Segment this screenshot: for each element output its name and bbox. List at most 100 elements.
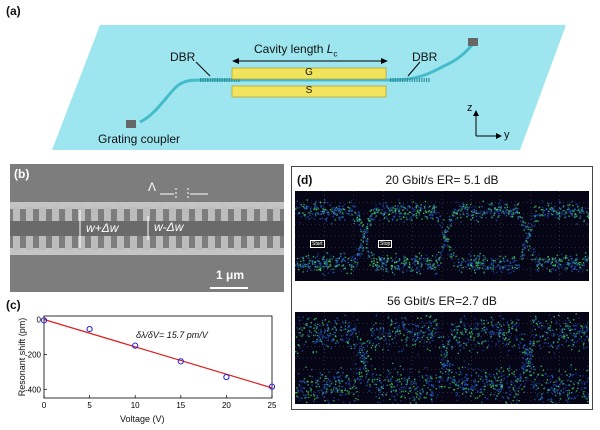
eye-sample — [367, 355, 370, 357]
eye-sample — [556, 385, 558, 387]
eye-sample — [371, 213, 374, 215]
eye-sample — [565, 320, 567, 322]
eye-sample — [326, 211, 328, 213]
eye-sample — [448, 218, 451, 221]
eye-sample — [558, 370, 560, 372]
eye-sample — [383, 335, 385, 337]
eye-sample — [317, 396, 319, 399]
eye-sample — [345, 341, 347, 343]
eye-sample — [567, 208, 569, 211]
eye-sample — [510, 384, 513, 386]
eye-sample — [312, 351, 314, 353]
eye-sample — [442, 233, 444, 235]
eye-sample — [493, 333, 495, 335]
eye-sample — [500, 372, 502, 374]
eye-sample — [473, 328, 476, 330]
eye-sample — [337, 319, 340, 321]
eye-sample — [388, 209, 390, 211]
eye-sample — [367, 247, 369, 249]
eye-sample — [466, 337, 468, 340]
eye-sample — [352, 259, 355, 261]
eye-sample — [405, 319, 408, 321]
eye-sample — [515, 211, 517, 214]
eye-sample — [349, 388, 352, 390]
eye-sample — [406, 262, 408, 265]
eye-sample — [335, 380, 337, 382]
eye-sample — [525, 240, 527, 242]
eye-sample — [302, 263, 304, 266]
eye-sample — [326, 217, 328, 219]
eye-sample — [552, 390, 554, 392]
eye-sample — [416, 204, 418, 207]
eye-sample — [376, 260, 378, 263]
eye-sample — [310, 331, 313, 334]
eye-sample — [489, 212, 492, 215]
eye-sample — [375, 396, 377, 398]
eye-sample — [325, 208, 327, 211]
eye-sample — [513, 255, 516, 258]
eye-sample — [448, 215, 451, 218]
eye-sample — [341, 265, 343, 267]
eye-sample — [451, 334, 454, 336]
eye-sample — [511, 265, 514, 267]
eye-sample — [538, 340, 540, 342]
eye-sample — [378, 342, 380, 345]
eye-sample — [383, 263, 386, 266]
eye-sample — [555, 216, 557, 219]
eye-sample — [581, 340, 583, 342]
eye-sample — [475, 327, 477, 329]
eye-sample — [525, 352, 527, 354]
eye-sample — [342, 263, 345, 266]
eye-sample — [386, 384, 388, 386]
eye-sample — [303, 394, 305, 396]
eye-sample — [530, 227, 532, 229]
eye-sample — [324, 337, 326, 339]
eye-sample — [429, 380, 431, 382]
eye-sample — [518, 386, 520, 388]
eye-sample — [570, 380, 572, 382]
eye-sample — [341, 340, 344, 342]
eye-sample — [474, 211, 476, 213]
eye-sample — [536, 395, 539, 397]
eye-sample — [514, 209, 516, 211]
eye-sample — [584, 207, 587, 209]
eye-sample — [328, 381, 331, 383]
eye-sample — [362, 240, 364, 242]
eye-sample — [555, 389, 558, 391]
eye-sample — [526, 348, 528, 350]
eye-sample — [382, 328, 385, 330]
eye-sample — [348, 338, 351, 340]
eye-sample — [374, 212, 376, 214]
eye-sample — [559, 394, 561, 396]
eye-sample — [414, 259, 416, 262]
eye-sample — [394, 332, 397, 334]
eye-sample — [456, 266, 459, 268]
eye-sample — [402, 348, 404, 350]
eye-sample — [475, 372, 477, 374]
eye-sample — [313, 342, 316, 344]
eye-sample — [295, 206, 298, 208]
eye-sample — [343, 259, 345, 261]
eye-sample — [521, 388, 523, 390]
eye-sample — [532, 215, 535, 217]
eye-sample — [535, 256, 538, 258]
eye-sample — [554, 258, 556, 261]
eye-sample — [402, 203, 404, 205]
eye-sample — [348, 393, 350, 395]
eye-sample — [327, 330, 329, 332]
eye-sample — [546, 381, 548, 384]
eye-sample — [514, 260, 517, 262]
eye-sample — [310, 322, 312, 324]
eye-sample — [573, 341, 575, 343]
eye-sample — [421, 326, 424, 328]
eye-sample — [459, 264, 461, 267]
eye-sample — [332, 389, 334, 392]
eye-sample — [423, 204, 425, 207]
eye-sample — [451, 249, 453, 251]
eye-sample — [515, 259, 518, 262]
eye-sample — [494, 377, 496, 379]
eye-sample — [469, 338, 472, 341]
eye-sample — [425, 322, 427, 324]
eye-sample — [535, 214, 537, 217]
eye-sample — [387, 370, 390, 372]
